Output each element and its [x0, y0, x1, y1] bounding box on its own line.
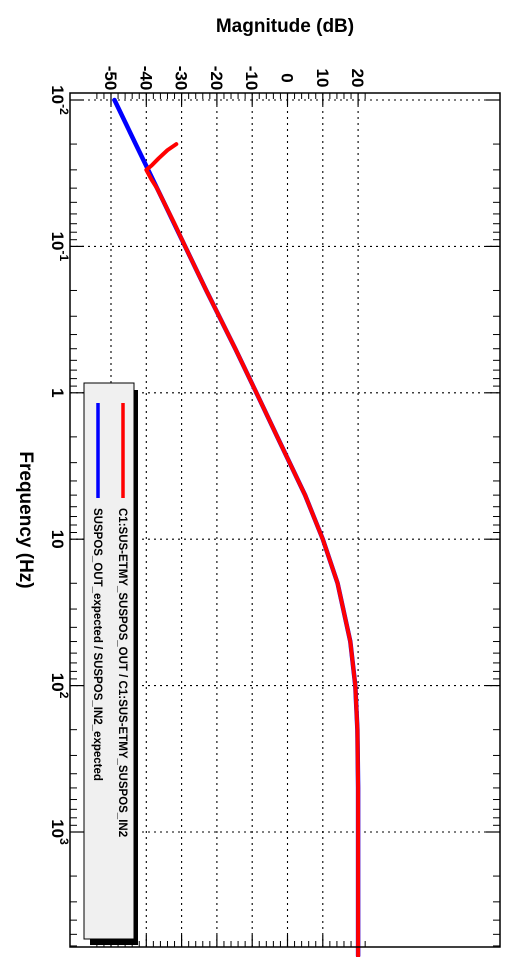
x-axis-title: Frequency (Hz) [15, 451, 36, 588]
series-line-expected [112, 97, 361, 957]
y-tick-label: -30 [172, 66, 191, 91]
y-tick-label: -50 [101, 66, 120, 91]
x-tick-label: 10-2 [48, 85, 71, 115]
y-tick-label: -10 [242, 66, 261, 91]
x-tick-label: 102 [48, 673, 71, 699]
plot-frame [69, 92, 501, 948]
y-tick-label: -20 [207, 66, 226, 91]
x-tick-label: 1 [48, 388, 67, 397]
legend-box [83, 382, 135, 940]
y-tick-label: 10 [313, 69, 332, 88]
y-tick-label: -40 [136, 66, 155, 91]
legend-label-blue: SUSPOS_OUT_expected / SUSPOS_IN2_expecte… [91, 508, 103, 781]
x-tick-label: 103 [48, 819, 71, 845]
y-tick-label: 0 [278, 73, 297, 82]
y-axis-title: Magnitude (dB) [216, 16, 354, 37]
x-tick-label: 10-1 [48, 232, 71, 262]
axis-ticks [70, 93, 500, 947]
legend-label-red: C1:SUS-ETMY_SUSPOS_OUT / C1:SUS-ETMY_SUS… [116, 508, 128, 837]
x-tick-label: 10 [48, 530, 67, 549]
tick-labels: -50 -40 -30 -20 -10 0 10 20 10-2 10-1 1 10 102 103 [48, 66, 367, 845]
series-lines [112, 97, 361, 957]
y-tick-label: 20 [348, 69, 367, 88]
series-line-measured [144, 142, 361, 957]
legend: C1:SUS-ETMY_SUSPOS_OUT / C1:SUS-ETMY_SUS… [83, 382, 138, 945]
